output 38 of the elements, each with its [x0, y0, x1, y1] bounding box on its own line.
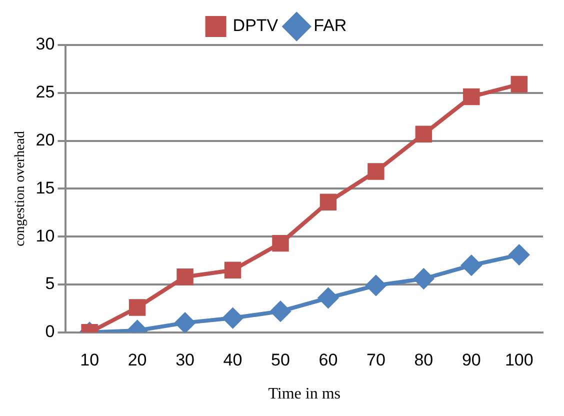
point	[318, 288, 338, 308]
x-tick-label: 80	[414, 350, 434, 370]
point	[366, 275, 386, 296]
x-tick-label: 30	[176, 350, 194, 370]
point	[414, 268, 434, 289]
point	[272, 234, 289, 252]
point	[510, 76, 528, 93]
point	[509, 244, 530, 265]
x-axis-title: Time in ms	[268, 386, 341, 403]
point	[368, 163, 384, 180]
point	[463, 88, 480, 106]
x-tick-label: 90	[462, 350, 481, 370]
y-axis-title: congestion overhead	[13, 130, 28, 246]
y-tick-label: 5	[45, 274, 55, 294]
point	[222, 308, 243, 328]
point	[415, 126, 432, 142]
point	[320, 194, 337, 210]
point	[128, 299, 146, 316]
y-tick-label: 10	[36, 226, 55, 246]
x-tick-label: 100	[504, 350, 534, 370]
y-tick-label: 25	[36, 82, 55, 102]
x-tick-label: 70	[366, 350, 386, 370]
y-tick-label: 20	[36, 130, 55, 150]
legend-label: DPTV	[232, 16, 279, 36]
point	[175, 312, 196, 332]
y-tick-label: 0	[45, 322, 55, 342]
x-tick-label: 20	[128, 350, 147, 370]
x-tick-label: 10	[80, 350, 100, 370]
y-tick-label: 15	[36, 178, 55, 198]
point	[461, 255, 482, 276]
x-tick-label: 50	[271, 350, 290, 370]
point	[270, 301, 290, 322]
y-tick-label: 30	[36, 34, 55, 54]
x-tick-label: 40	[223, 350, 242, 370]
point	[224, 262, 242, 278]
point	[176, 268, 194, 286]
legend-label: FAR	[314, 16, 347, 36]
x-tick-label: 60	[318, 350, 338, 370]
